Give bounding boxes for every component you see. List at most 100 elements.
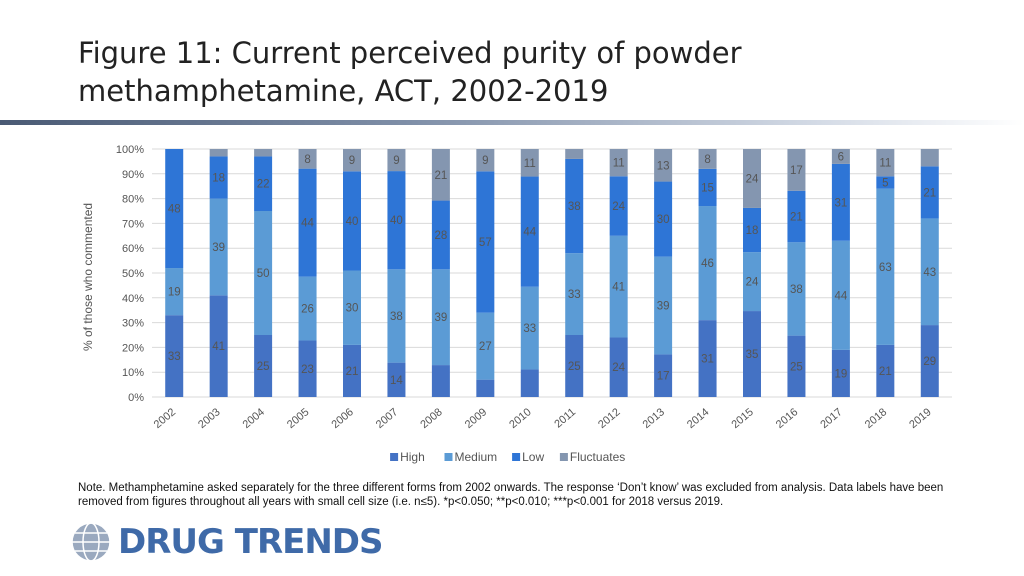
- bar-fluctuates-2011: [565, 149, 584, 159]
- data-label: 40: [390, 215, 403, 227]
- bar-low-2010: [520, 176, 539, 287]
- bar-low-2007: [387, 171, 406, 270]
- bar-medium-2009: [476, 312, 495, 380]
- bar-medium-2006: [343, 270, 361, 345]
- bar-fluctuates-2010: [520, 149, 539, 177]
- data-label: 22: [257, 179, 270, 191]
- bar-fluctuates-2014: [698, 149, 717, 169]
- data-label: 19: [834, 368, 847, 380]
- data-label: 11: [524, 158, 536, 170]
- x-tick-label: 2018: [863, 406, 889, 431]
- bar-low-2018: [876, 176, 895, 189]
- bar-low-2013: [654, 181, 673, 257]
- title-divider: [0, 120, 1024, 125]
- bar-fluctuates-2019: [920, 149, 939, 167]
- bar-high-2014: [698, 320, 717, 397]
- x-tick-label: 2016: [774, 406, 800, 431]
- bar-fluctuates-2005: [298, 149, 317, 169]
- bar-fluctuates-2013: [654, 149, 673, 182]
- bar-low-2002: [165, 149, 184, 269]
- legend-label-high: High: [400, 450, 425, 464]
- bar-medium-2008: [431, 269, 450, 366]
- y-axis: 0% 10% 20% 30% 40% 50% 60% 70% 80% 90% 100%: [116, 144, 144, 404]
- bar-low-2011: [565, 158, 584, 254]
- x-tick-label: 2007: [374, 406, 400, 431]
- data-label: 43: [923, 267, 936, 279]
- x-tick-label: 2005: [285, 406, 311, 431]
- drug-trends-logo: DRUG TRENDS: [70, 520, 384, 564]
- data-label: 33: [568, 289, 581, 301]
- bar-low-2019: [920, 166, 939, 219]
- bar-medium-2007: [387, 269, 406, 363]
- bar-fluctuates-2017: [831, 149, 850, 164]
- legend-label-fluctuates: Fluctuates: [570, 450, 625, 464]
- x-tick-label: 2017: [818, 406, 844, 431]
- legend-label-low: Low: [522, 450, 544, 464]
- data-label: 46: [701, 258, 714, 270]
- data-label: 9: [482, 155, 488, 167]
- x-tick-label: 2008: [418, 406, 444, 431]
- bar-low-2017: [831, 163, 850, 241]
- bar-low-2014: [698, 168, 717, 207]
- data-label: 8: [704, 154, 710, 166]
- bar-low-2016: [787, 190, 806, 243]
- bars: [165, 149, 939, 397]
- data-labels: 33 19 48 41 39 18 25 50 22 23 26 44 8 21 30 40 9 14 38 40 9 3…: [168, 151, 936, 386]
- bar-medium-2017: [831, 240, 850, 350]
- bar-medium-2010: [520, 286, 539, 370]
- data-label: 23: [301, 364, 314, 376]
- data-label: 41: [212, 341, 225, 353]
- bar-low-2006: [343, 171, 361, 271]
- bar-medium-2016: [787, 242, 806, 336]
- bar-medium-2004: [254, 211, 273, 335]
- bar-high-2003: [209, 295, 228, 397]
- data-label: 17: [790, 165, 803, 177]
- bar-medium-2003: [209, 198, 228, 296]
- data-label: 25: [257, 361, 270, 373]
- data-label: 44: [301, 218, 314, 230]
- data-label: 21: [434, 170, 447, 182]
- data-label: 33: [523, 323, 536, 335]
- bar-medium-2019: [920, 218, 939, 326]
- y-tick-label: 70%: [122, 218, 144, 230]
- x-tick-label: 2004: [241, 406, 267, 431]
- bar-low-2003: [209, 156, 228, 199]
- bar-high-2009: [476, 379, 495, 397]
- x-tick-label: 2009: [463, 406, 489, 431]
- data-label: 39: [657, 301, 670, 313]
- bar-medium-2014: [698, 206, 717, 321]
- data-label: 19: [168, 287, 181, 299]
- data-label: 39: [212, 242, 225, 254]
- data-label: 28: [434, 230, 447, 242]
- bar-fluctuates-2003: [209, 149, 228, 157]
- data-label: 17: [657, 371, 670, 383]
- data-label: 38: [390, 311, 403, 323]
- bar-low-2012: [609, 176, 628, 236]
- bar-high-2011: [565, 335, 584, 397]
- globe-icon: [71, 522, 111, 562]
- gridlines: [152, 148, 952, 398]
- data-label: 25: [790, 361, 803, 373]
- data-label: 29: [923, 356, 936, 368]
- x-axis: 2002 2003 2004 2005 2006 2007 2008 2009 2010 2011…: [152, 406, 934, 431]
- data-label: 18: [212, 173, 225, 185]
- bar-fluctuates-2018: [876, 149, 895, 177]
- data-label: 11: [613, 158, 625, 170]
- data-label: 26: [301, 304, 314, 316]
- data-label: 8: [304, 154, 310, 166]
- bar-high-2010: [520, 369, 539, 397]
- x-tick-label: 2014: [685, 406, 711, 431]
- bar-medium-2018: [876, 188, 895, 345]
- data-label: 35: [746, 349, 759, 361]
- page-title: Figure 11: Current perceived purity of p…: [78, 36, 742, 108]
- data-label: 24: [746, 173, 759, 185]
- bar-fluctuates-2007: [387, 149, 406, 172]
- data-label: 63: [879, 262, 892, 274]
- bar-high-2013: [654, 354, 673, 397]
- bar-high-2002: [165, 315, 184, 397]
- data-label: 41: [612, 282, 625, 294]
- bar-low-2004: [254, 156, 273, 211]
- x-tick-label: 2011: [552, 406, 578, 430]
- bar-medium-2005: [298, 276, 317, 341]
- data-label: 33: [168, 351, 181, 363]
